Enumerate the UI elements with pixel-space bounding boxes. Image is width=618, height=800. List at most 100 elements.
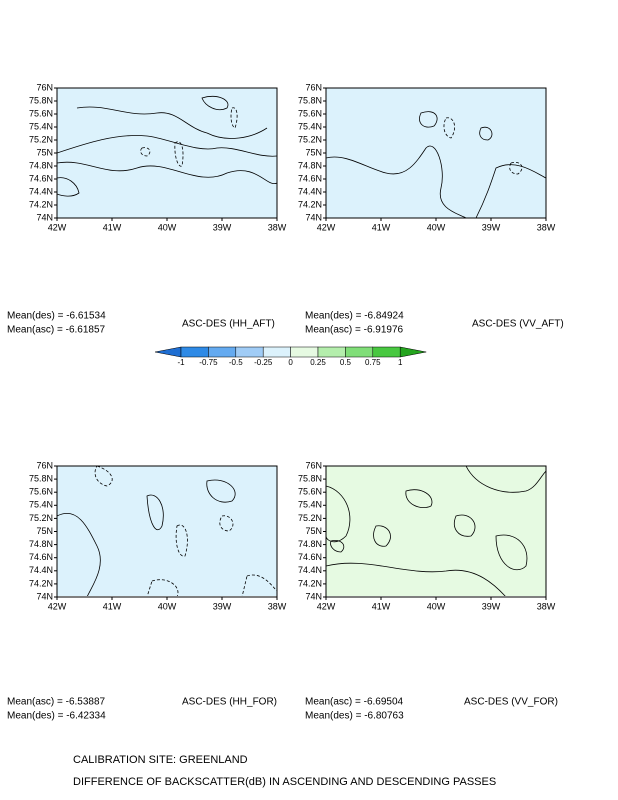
caption: CALIBRATION SITE: GREENLAND xyxy=(73,754,248,766)
colorbar-swatch xyxy=(372,346,401,358)
x-tick-label: 40W xyxy=(427,601,446,611)
mean-text: Mean(des) = -6.61534 xyxy=(7,311,106,322)
y-tick-label: 76N xyxy=(305,82,322,92)
y-tick-label: 75.4N xyxy=(29,121,53,131)
y-tick-label: 75N xyxy=(36,147,53,157)
y-tick-label: 75.6N xyxy=(29,487,53,497)
y-tick-label: 74N xyxy=(305,212,322,222)
x-tick-label: 40W xyxy=(158,222,177,232)
y-tick-label: 75.2N xyxy=(29,134,53,144)
mean-text: Mean(des) = -6.42334 xyxy=(7,711,106,722)
colorbar-label: -0.75 xyxy=(199,358,218,367)
y-tick-label: 75.6N xyxy=(298,487,322,497)
contour-map xyxy=(325,465,547,598)
mean-text: Mean(asc) = -6.53887 xyxy=(7,697,106,708)
x-tick-label: 42W xyxy=(48,601,67,611)
y-tick-label: 75.8N xyxy=(298,95,322,105)
x-tick-label: 42W xyxy=(317,601,336,611)
y-tick-label: 75N xyxy=(305,147,322,157)
y-tick-label: 74.2N xyxy=(29,199,53,209)
x-tick-label: 38W xyxy=(268,222,287,232)
y-tick-label: 74.8N xyxy=(298,160,322,170)
y-tick-label: 74.6N xyxy=(29,552,53,562)
colorbar-label: 1 xyxy=(398,358,403,367)
x-tick-label: 41W xyxy=(103,601,122,611)
y-tick-label: 74N xyxy=(305,591,322,601)
y-tick-label: 74.6N xyxy=(298,173,322,183)
colorbar-swatch xyxy=(317,346,346,358)
y-tick-label: 75.8N xyxy=(298,473,322,483)
y-tick-label: 75N xyxy=(36,526,53,536)
y-tick-label: 75.2N xyxy=(29,513,53,523)
mean-text: Mean(asc) = -6.69504 xyxy=(305,697,404,708)
panel-title: ASC-DES (VV_AFT) xyxy=(472,319,564,330)
y-tick-label: 75.2N xyxy=(298,513,322,523)
x-tick-label: 38W xyxy=(537,222,556,232)
colorbar-swatch xyxy=(180,346,209,358)
colorbar-end xyxy=(399,346,427,358)
y-tick-label: 75N xyxy=(305,526,322,536)
panel-title: ASC-DES (VV_FOR) xyxy=(464,697,558,708)
x-tick-label: 40W xyxy=(427,222,446,232)
y-tick-label: 76N xyxy=(36,82,53,92)
contour-map xyxy=(56,465,278,598)
y-tick-label: 74.4N xyxy=(298,186,322,196)
y-tick-label: 74N xyxy=(36,591,53,601)
contour-map xyxy=(325,87,547,219)
x-tick-label: 42W xyxy=(317,222,336,232)
mean-text: Mean(des) = -6.84924 xyxy=(305,311,404,322)
y-tick-label: 74.6N xyxy=(298,552,322,562)
panel-title: ASC-DES (HH_AFT) xyxy=(182,319,275,330)
mean-text: Mean(des) = -6.80763 xyxy=(305,711,404,722)
x-tick-label: 38W xyxy=(537,601,556,611)
colorbar-swatch xyxy=(290,346,319,358)
caption: DIFFERENCE OF BACKSCATTER(dB) IN ASCENDI… xyxy=(73,776,496,788)
y-tick-label: 74.4N xyxy=(298,565,322,575)
colorbar-label: -1 xyxy=(177,358,185,367)
y-tick-label: 74.2N xyxy=(29,578,53,588)
y-tick-label: 75.8N xyxy=(29,95,53,105)
y-tick-label: 74.6N xyxy=(29,173,53,183)
mean-text: Mean(asc) = -6.91976 xyxy=(305,325,404,336)
x-tick-label: 41W xyxy=(103,222,122,232)
y-tick-label: 75.6N xyxy=(29,108,53,118)
colorbar-label: -0.25 xyxy=(254,358,273,367)
colorbar-swatch xyxy=(262,346,291,358)
panel-title: ASC-DES (HH_FOR) xyxy=(182,697,277,708)
x-tick-label: 39W xyxy=(213,601,232,611)
x-tick-label: 39W xyxy=(482,601,501,611)
y-tick-label: 74.4N xyxy=(29,186,53,196)
colorbar-label: 0 xyxy=(288,358,293,367)
y-tick-label: 74.4N xyxy=(29,565,53,575)
x-tick-label: 41W xyxy=(372,222,391,232)
mean-text: Mean(asc) = -6.61857 xyxy=(7,325,106,336)
colorbar-swatch xyxy=(235,346,264,358)
y-tick-label: 75.4N xyxy=(29,500,53,510)
x-tick-label: 39W xyxy=(482,222,501,232)
y-tick-label: 75.6N xyxy=(298,108,322,118)
colorbar-swatch xyxy=(208,346,237,358)
contour-map xyxy=(56,87,278,219)
y-tick-label: 74.2N xyxy=(298,578,322,588)
x-tick-label: 41W xyxy=(372,601,391,611)
colorbar-swatch xyxy=(345,346,374,358)
colorbar-label: 0.5 xyxy=(340,358,352,367)
colorbar-label: -0.5 xyxy=(229,358,243,367)
x-tick-label: 39W xyxy=(213,222,232,232)
y-tick-label: 76N xyxy=(305,460,322,470)
y-tick-label: 75.2N xyxy=(298,134,322,144)
y-tick-label: 74N xyxy=(36,212,53,222)
y-tick-label: 76N xyxy=(36,460,53,470)
x-tick-label: 40W xyxy=(158,601,177,611)
y-tick-label: 75.8N xyxy=(29,473,53,483)
y-tick-label: 74.8N xyxy=(29,160,53,170)
colorbar-end xyxy=(154,346,182,358)
colorbar-label: 0.75 xyxy=(365,358,381,367)
x-tick-label: 38W xyxy=(268,601,287,611)
y-tick-label: 75.4N xyxy=(298,500,322,510)
colorbar-label: 0.25 xyxy=(310,358,326,367)
y-tick-label: 74.8N xyxy=(29,539,53,549)
y-tick-label: 74.8N xyxy=(298,539,322,549)
x-tick-label: 42W xyxy=(48,222,67,232)
